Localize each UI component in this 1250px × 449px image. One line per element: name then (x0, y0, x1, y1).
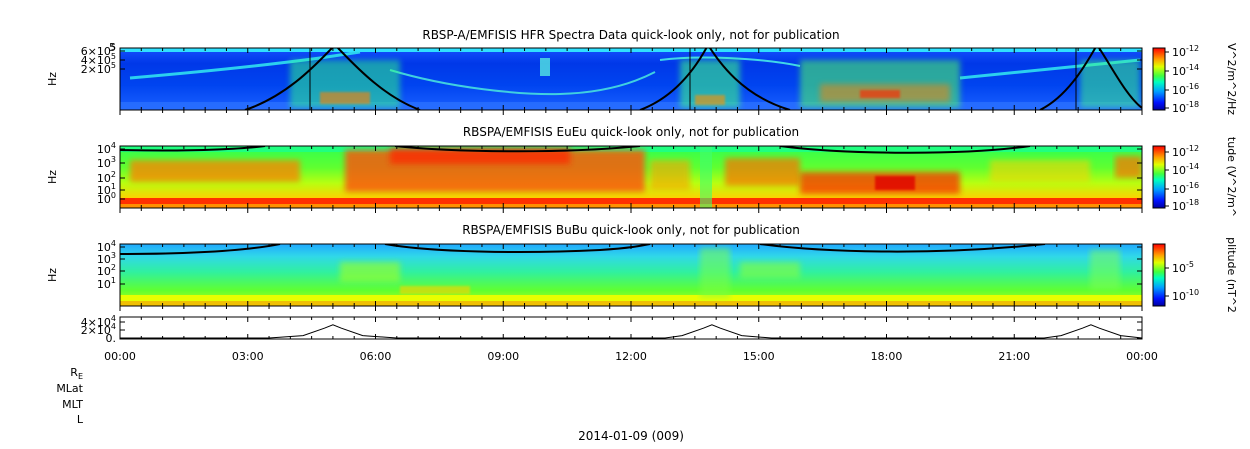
x-tick-label: 12:00 (615, 350, 647, 363)
ephemeris-re-label: RE (70, 366, 83, 381)
hfr-y-top-label: 5 (109, 41, 116, 54)
ephemeris-l-label: L (77, 413, 84, 426)
bubu-panel-title: RBSPA/EMFISIS BuBu quick-look only, not … (462, 223, 800, 237)
x-tick-label: 06:00 (360, 350, 392, 363)
colorbar-tick-label: 10-12 (1172, 44, 1199, 59)
hfr-y-label: Hz (46, 72, 59, 86)
colorbar-tick-label: 10-5 (1172, 260, 1194, 275)
bubu-panel: RBSPA/EMFISIS BuBu quick-look only, not … (46, 223, 1238, 313)
eueu-spectrogram (120, 146, 1142, 208)
hfr-spectrogram (120, 48, 1142, 110)
y-tick-label: 6×105 (81, 43, 116, 58)
bubu-y-label: Hz (46, 268, 59, 282)
ephemeris-mlt-label: MLT (62, 398, 83, 411)
colorbar-tick-label: 10-14 (1172, 162, 1199, 177)
hfr-panel-title: RBSP-A/EMFISIS HFR Spectra Data quick-lo… (422, 28, 839, 42)
x-axis-labels: 00:00 03:00 06:00 09:00 12:00 15:00 18:00 21:00… (104, 350, 1158, 363)
colorbar-tick-label: 10-10 (1172, 288, 1199, 303)
hfr-colorbar: 10-12 10-14 10-16 10-18 V^2/m^2/Hz (1152, 43, 1238, 115)
eueu-colorbar: 10-12 10-14 10-16 10-18 tude (V^2/m^ (1152, 137, 1238, 217)
hfr-colorbar-label: V^2/m^2/Hz (1225, 43, 1238, 115)
eueu-y-label: Hz (46, 170, 59, 184)
y-tick-label: 103 (97, 155, 116, 170)
eueu-panel: RBSPA/EMFISIS EuEu quick-look only, not … (46, 125, 1238, 217)
colorbar-tick-label: 10-16 (1172, 181, 1199, 196)
colorbar-tick-label: 10-18 (1172, 100, 1199, 115)
y-tick-label: 2×105 (81, 61, 116, 76)
y-tick-label: 101 (97, 182, 116, 197)
line-series (120, 324, 1143, 339)
eueu-panel-title: RBSPA/EMFISIS EuEu quick-look only, not … (463, 125, 799, 139)
ephemeris-mlat-label: MLat (56, 382, 83, 395)
hfr-panel: RBSP-A/EMFISIS HFR Spectra Data quick-lo… (46, 28, 1238, 115)
bubu-colorbar: 10-5 10-10 plitude (nT^2 (1152, 237, 1238, 313)
x-tick-label: 09:00 (487, 350, 519, 363)
colorbar-tick-label: 10-16 (1172, 82, 1199, 97)
bubu-colorbar-label: plitude (nT^2 (1225, 237, 1238, 313)
y-tick-label: 100 (97, 191, 116, 206)
colorbar-tick-label: 10-18 (1172, 198, 1199, 213)
bubu-spectrogram (120, 244, 1142, 306)
x-tick-label: 03:00 (232, 350, 264, 363)
y-tick-label: 103 (97, 251, 116, 266)
y-tick-label: 4×105 (81, 52, 116, 67)
colorbar-tick-label: 10-14 (1172, 63, 1199, 78)
y-tick-label: 102 (97, 263, 116, 278)
y-tick-label: 2×104 (81, 322, 116, 337)
x-tick-label: 18:00 (871, 350, 903, 363)
ephemeris-labels: RE MLat MLT L (56, 366, 84, 426)
y-tick-label: 4×104 (81, 314, 116, 329)
colorbar-tick-label: 10-12 (1172, 144, 1199, 159)
x-tick-label: 15:00 (743, 350, 775, 363)
x-tick-label: 00:00 (1126, 350, 1158, 363)
y-tick-label: 101 (97, 276, 116, 291)
eueu-colorbar-label: tude (V^2/m^ (1225, 137, 1238, 217)
x-tick-label: 00:00 (104, 350, 136, 363)
y-tick-label: 102 (97, 170, 116, 185)
y-tick-label: 0. (106, 332, 117, 345)
y-tick-label: 104 (97, 141, 116, 156)
x-tick-label: 21:00 (998, 350, 1030, 363)
date-label: 2014-01-09 (009) (578, 429, 684, 443)
y-tick-label: 104 (97, 239, 116, 254)
